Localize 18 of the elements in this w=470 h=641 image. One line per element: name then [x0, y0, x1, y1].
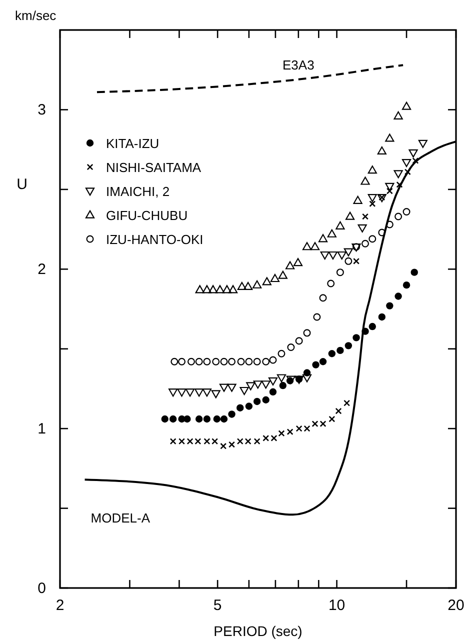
x-tick-label: 2: [56, 597, 64, 614]
x-axis-title: PERIOD (sec): [214, 623, 302, 639]
legend-label: KITA-IZU: [106, 136, 160, 151]
y-tick-label: 1: [38, 420, 46, 438]
legend-label: NISHI-SAITAMA: [106, 160, 202, 175]
legend-label: GIFU-CHUBU: [106, 208, 188, 223]
x-tick-label: 5: [213, 597, 222, 614]
legend-label: IZU-HANTO-OKI: [106, 232, 204, 247]
text: km/sec: [15, 8, 57, 23]
x-tick-label: 20: [448, 597, 464, 614]
y-axis-title: U: [16, 176, 28, 193]
y-tick-label: 2: [38, 261, 46, 278]
y-tick-label: 3: [38, 102, 46, 119]
legend-label: IMAICHI, 2: [106, 184, 170, 199]
series-label: E3A3: [282, 57, 314, 72]
text: MODEL-A: [90, 510, 150, 526]
y-tick-label: 0: [38, 580, 46, 597]
x-tick-label: 10: [328, 597, 346, 614]
